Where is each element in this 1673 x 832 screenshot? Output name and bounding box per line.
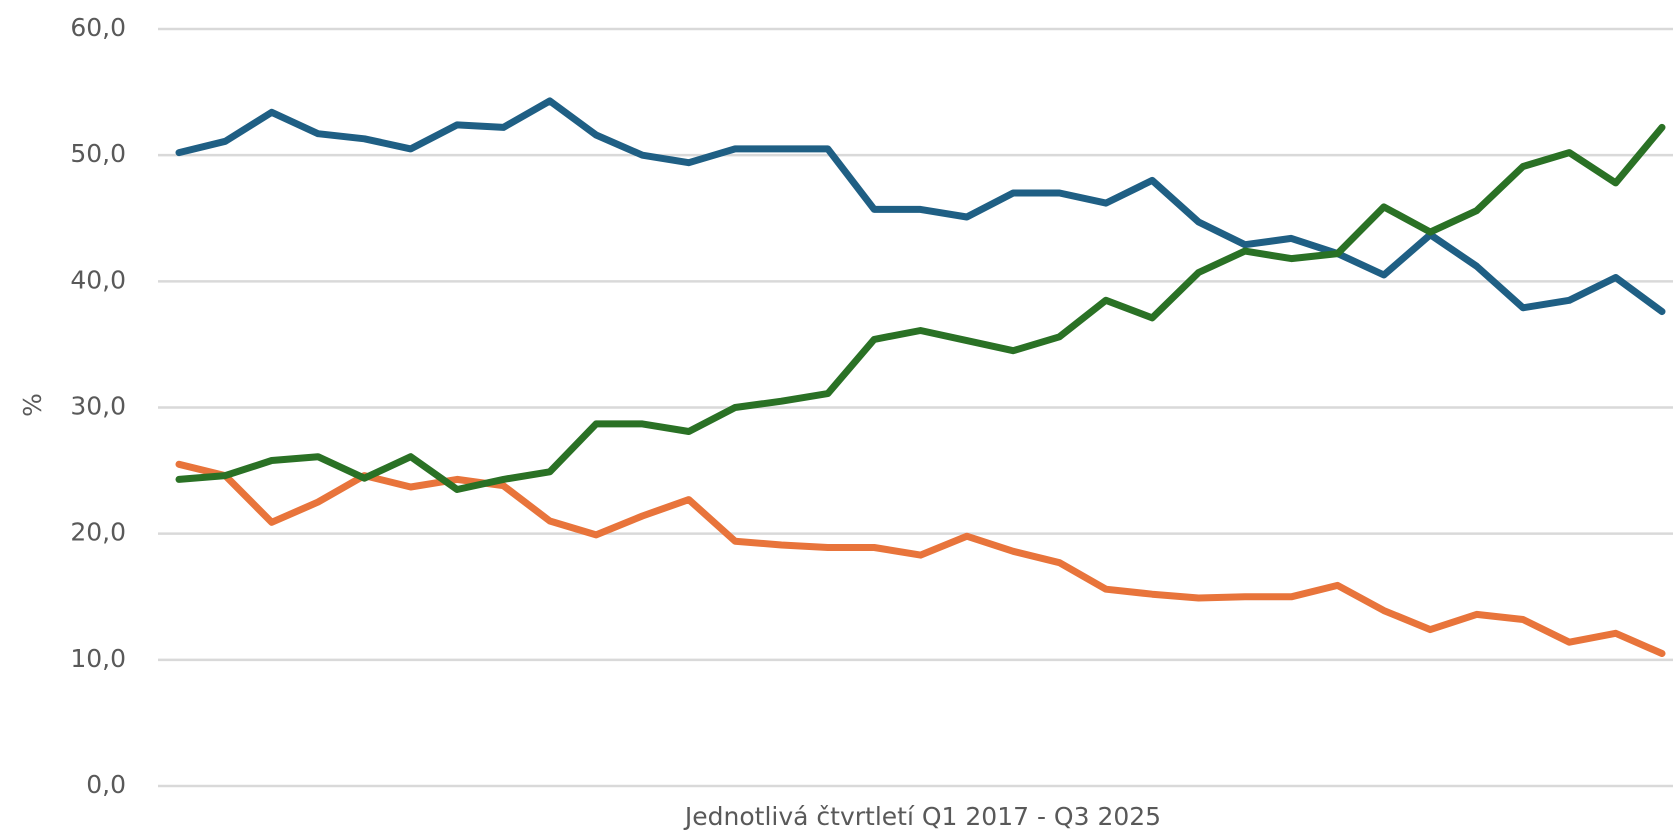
y-tick-label: 0,0 [86, 770, 126, 799]
line-series [175, 123, 1666, 493]
line-series [175, 97, 1666, 316]
line-series [175, 460, 1666, 657]
y-tick-label: 60,0 [70, 13, 126, 42]
y-tick-label: 20,0 [70, 518, 126, 547]
y-tick-label: 10,0 [70, 644, 126, 673]
y-axis-label: % [18, 393, 47, 417]
x-axis-label: Jednotlivá čtvrtletí Q1 2017 - Q3 2025 [683, 802, 1161, 831]
y-tick-label: 50,0 [70, 139, 126, 168]
y-tick-label: 30,0 [70, 392, 126, 421]
y-tick-label: 40,0 [70, 265, 126, 294]
